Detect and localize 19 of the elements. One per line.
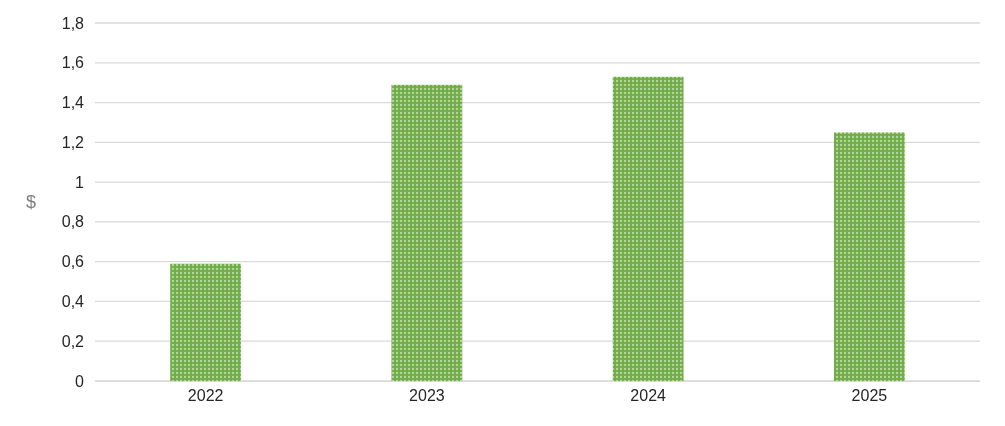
y-tick-label: 1 xyxy=(75,173,85,191)
y-tick-label: 1,2 xyxy=(61,133,85,151)
x-tick-label: 2025 xyxy=(851,387,888,405)
y-tick-label: 0,4 xyxy=(61,293,85,311)
y-tick-label: 0,6 xyxy=(61,253,85,271)
y-tick-label: 1,8 xyxy=(61,14,85,32)
bar xyxy=(833,132,905,381)
x-tick-label: 2024 xyxy=(630,387,667,405)
bar xyxy=(170,263,242,381)
bar xyxy=(391,84,463,381)
y-tick-label: 0,2 xyxy=(61,332,85,350)
y-axis-title: $ xyxy=(26,192,37,212)
x-tick-label: 2023 xyxy=(409,387,445,405)
y-tick-label: 1,6 xyxy=(61,54,85,72)
y-tick-label: 0 xyxy=(75,372,85,390)
y-tick-label: 1,4 xyxy=(61,94,85,112)
bar xyxy=(612,76,684,381)
x-tick-label: 2022 xyxy=(187,387,224,405)
y-tick-label: 0,8 xyxy=(61,213,85,231)
